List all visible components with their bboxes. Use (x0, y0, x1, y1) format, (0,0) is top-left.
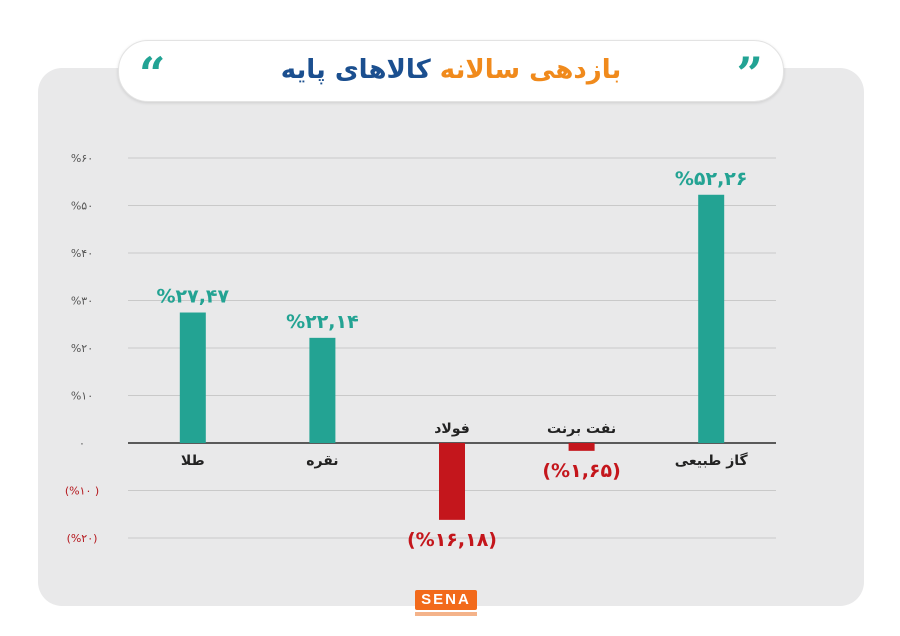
y-tick-label: %۱۰ (71, 390, 93, 403)
bar (568, 443, 595, 451)
data-label: (%۱,۶۵) (542, 460, 620, 482)
y-tick-label: (%۲۰) (67, 532, 98, 545)
logo-text: SENA (415, 590, 477, 610)
chart-title: بازدهی سالانه کالاهای پایه (119, 53, 783, 87)
logo-underline (415, 612, 477, 616)
category-label: طلا (181, 453, 205, 469)
title-part-2: کالاهای پایه (280, 55, 431, 85)
bar (698, 194, 725, 443)
y-tick-label: %۵۰ (71, 200, 93, 213)
bar (439, 443, 465, 520)
y-tick-label: %۴۰ (71, 247, 93, 260)
category-label: نقره (306, 453, 338, 469)
bar (309, 337, 336, 443)
y-tick-label: %۳۰ (71, 295, 93, 308)
quote-left-icon: “ (139, 47, 166, 101)
y-tick-label: ۰ (79, 437, 85, 450)
title-banner: “ بازدهی سالانه کالاهای پایه ” (118, 40, 784, 102)
data-label: %۲۲,۱۴ (286, 311, 359, 333)
y-tick-label: %۲۰ (71, 342, 93, 355)
category-label: گاز طبیعی (675, 452, 749, 469)
title-part-1: بازدهی سالانه (439, 55, 622, 85)
data-label: %۲۷,۴۷ (156, 286, 229, 308)
data-label: (%۱۶,۱۸) (407, 529, 497, 551)
data-label: %۵۲,۲۶ (675, 168, 748, 190)
y-tick-label: %۶۰ (71, 152, 93, 165)
category-label: فولاد (434, 421, 470, 437)
sena-logo: SENA (415, 590, 477, 616)
y-tick-label: (%۱۰ ) (65, 485, 99, 498)
category-label: نفت برنت (547, 421, 616, 437)
quote-right-icon: ” (736, 47, 763, 101)
bar (179, 312, 206, 443)
